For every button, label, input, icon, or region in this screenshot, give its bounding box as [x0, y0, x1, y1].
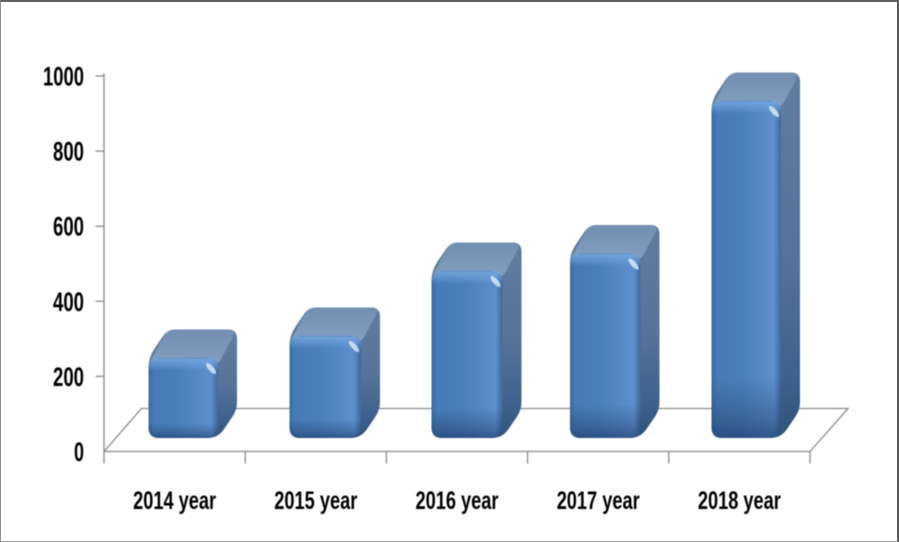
svg-text:0: 0 — [74, 437, 84, 467]
svg-text:2015 year: 2015 year — [274, 487, 357, 515]
svg-text:400: 400 — [53, 286, 84, 316]
svg-text:800: 800 — [53, 136, 84, 166]
svg-text:2014 year: 2014 year — [133, 487, 216, 515]
svg-text:2017 year: 2017 year — [556, 487, 639, 515]
svg-text:200: 200 — [53, 361, 84, 391]
svg-text:2018 year: 2018 year — [697, 487, 780, 515]
svg-text:600: 600 — [53, 211, 84, 241]
svg-text:2016 year: 2016 year — [415, 487, 498, 515]
svg-text:1000: 1000 — [43, 61, 84, 91]
